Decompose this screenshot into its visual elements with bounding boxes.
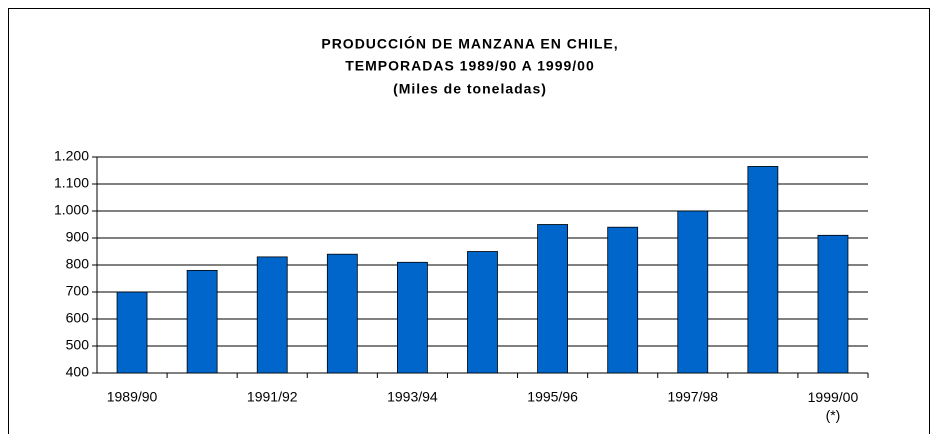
bar [817, 234, 849, 374]
bar [326, 253, 358, 374]
x-tick-label: 1989/90 [107, 389, 158, 405]
y-tick-label: 600 [66, 310, 90, 326]
bar [256, 256, 288, 374]
x-tick-label: 1991/92 [247, 389, 298, 405]
chart-title: (Miles de toneladas) [393, 81, 547, 97]
chart-title: TEMPORADAS 1989/90 A 1999/00 [345, 58, 595, 74]
bar [116, 291, 148, 374]
y-tick-label: 800 [66, 256, 90, 272]
x-tick-label: 1993/94 [387, 389, 438, 405]
bar [607, 226, 639, 374]
bar [467, 251, 498, 374]
bar [677, 210, 709, 374]
y-tick-label: 900 [66, 229, 90, 245]
bar [397, 261, 428, 374]
bar [537, 224, 568, 374]
y-tick-label: 500 [66, 337, 90, 353]
y-tick-label: 1.100 [54, 175, 89, 191]
bar [186, 269, 218, 374]
x-tick-label: 1999/00 (*) [808, 389, 859, 423]
y-tick-label: 400 [66, 364, 90, 380]
chart-title: PRODUCCIÓN DE MANZANA EN CHILE, [321, 35, 618, 52]
y-tick-label: 1.200 [54, 148, 89, 164]
y-tick-label: 1.000 [54, 202, 89, 218]
bar [747, 166, 779, 374]
y-tick-label: 700 [66, 283, 90, 299]
x-tick-label: 1995/96 [527, 389, 578, 405]
x-tick-label: 1997/98 [667, 389, 718, 405]
